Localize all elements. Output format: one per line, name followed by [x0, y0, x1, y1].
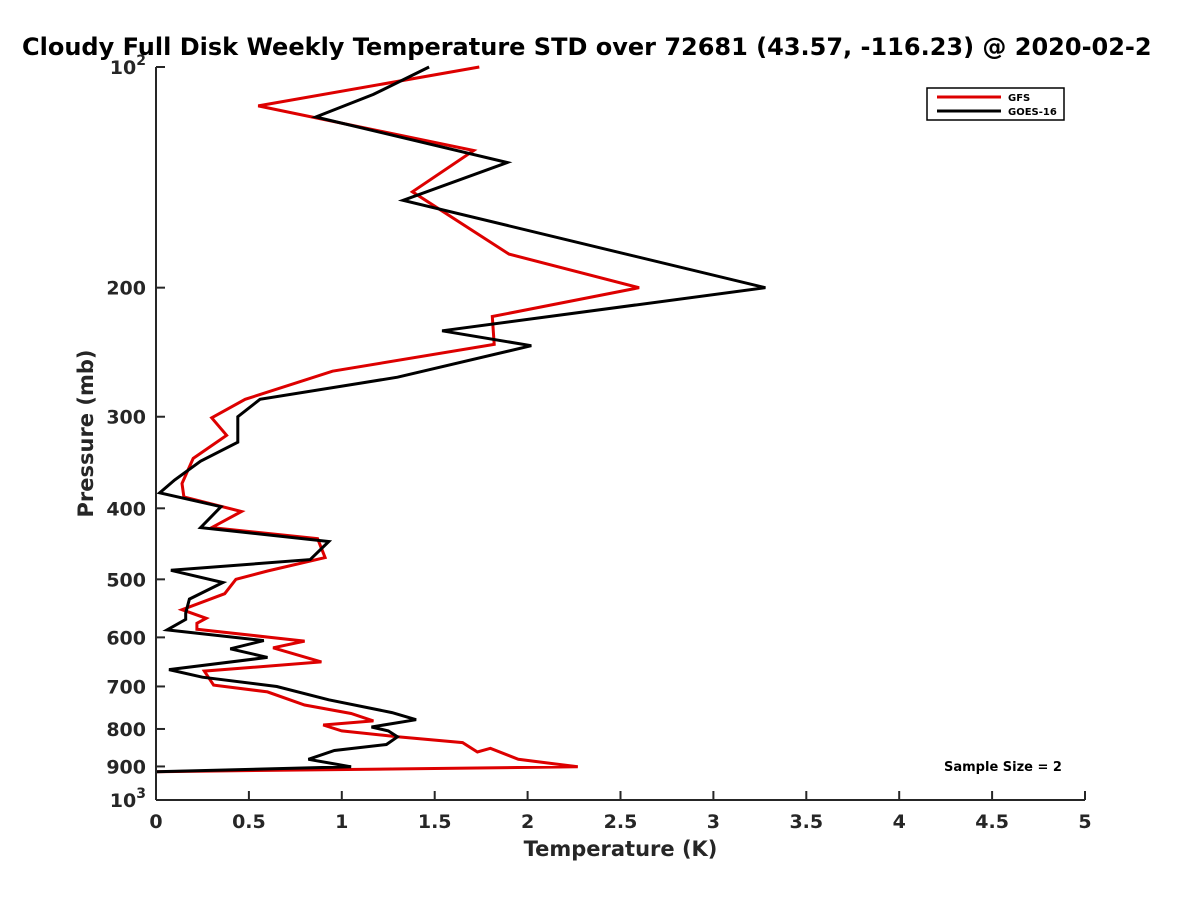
y-tick-label: 800	[106, 719, 146, 741]
x-tick-label: 2	[521, 811, 534, 833]
x-tick-label: 0	[149, 811, 162, 833]
legend-label-gfs: GFS	[1008, 93, 1030, 104]
y-tick-label: 600	[106, 627, 146, 649]
sample-size-annotation: Sample Size = 2	[944, 760, 1062, 775]
x-tick-label: 4.5	[975, 811, 1009, 833]
x-tick-label: 5	[1078, 811, 1091, 833]
x-tick-label: 1.5	[418, 811, 452, 833]
legend-box	[926, 87, 1065, 121]
axes-layer: 0 0.5 1 1.5 2 2.5 3 3.5 4 4.5 5 102 200 300 400 500 600 7…	[106, 53, 1091, 833]
x-tick-label: 0.5	[232, 811, 266, 833]
plot-background	[156, 67, 1085, 800]
y-tick-label: 103	[110, 786, 146, 812]
y-tick-label: 102	[110, 53, 146, 79]
legend: GFS GOES-16	[926, 87, 1065, 121]
y-tick-label: 500	[106, 569, 146, 591]
y-tick-label: 300	[106, 407, 146, 429]
x-axis-label: Temperature (K)	[524, 837, 718, 861]
x-tick-label: 2.5	[604, 811, 638, 833]
y-tick-label: 400	[106, 498, 146, 520]
y-tick-label: 200	[106, 278, 146, 300]
series-line-goes-16	[155, 65, 766, 774]
chart-title: Cloudy Full Disk Weekly Temperature STD …	[22, 33, 1152, 61]
series-line-gfs	[155, 65, 640, 774]
x-tick-label: 1	[335, 811, 348, 833]
x-tick-label: 3.5	[789, 811, 823, 833]
y-axis-label: Pressure (mb)	[74, 350, 98, 518]
x-tick-label: 3	[707, 811, 720, 833]
plot-area: 0 0.5 1 1.5 2 2.5 3 3.5 4 4.5 5 102 200 300 400 500 600 7…	[106, 53, 1091, 833]
y-tick-label: 900	[106, 756, 146, 778]
y-tick-label: 700	[106, 676, 146, 698]
series-layer	[155, 65, 766, 774]
legend-label-goes-16: GOES-16	[1008, 107, 1057, 118]
x-tick-label: 4	[893, 811, 906, 833]
